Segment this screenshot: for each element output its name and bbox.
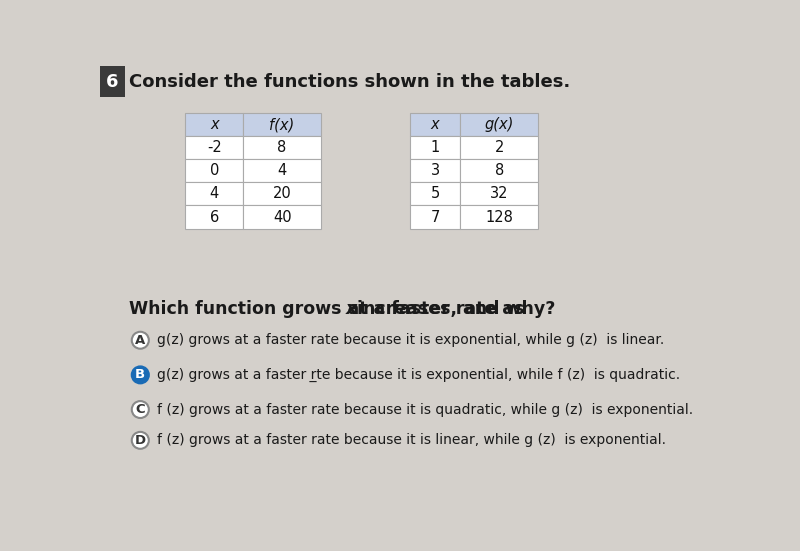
Text: C: C: [135, 403, 145, 416]
Text: g(x): g(x): [485, 117, 514, 132]
Bar: [410, 182, 460, 206]
Text: 8: 8: [278, 141, 286, 155]
Text: g(z) grows at a faster r̲te because it is exponential, while f (z)  is quadratic: g(z) grows at a faster r̲te because it i…: [158, 368, 681, 382]
Bar: [186, 113, 243, 136]
Text: 5: 5: [430, 186, 440, 202]
Bar: [100, 66, 125, 97]
Text: f(x): f(x): [270, 117, 294, 132]
Bar: [243, 136, 321, 159]
Bar: [460, 136, 538, 159]
Text: D: D: [134, 434, 146, 447]
Text: 32: 32: [490, 186, 508, 202]
Bar: [186, 206, 243, 229]
Text: 2: 2: [494, 141, 504, 155]
Text: 6: 6: [210, 209, 219, 225]
Bar: [460, 159, 538, 182]
Text: 0: 0: [210, 163, 219, 179]
Circle shape: [132, 332, 149, 349]
Text: x: x: [346, 300, 357, 318]
Circle shape: [132, 432, 149, 449]
Bar: [243, 182, 321, 206]
Bar: [186, 136, 243, 159]
Text: 6: 6: [106, 73, 118, 90]
Text: x: x: [431, 117, 439, 132]
Bar: [243, 113, 321, 136]
Text: A: A: [135, 334, 146, 347]
Text: g(z) grows at a faster rate because it is exponential, while g (z)  is linear.: g(z) grows at a faster rate because it i…: [158, 333, 665, 347]
Bar: [460, 206, 538, 229]
Circle shape: [132, 366, 149, 383]
Text: f (z) grows at a faster rate because it is linear, while g (z)  is exponential.: f (z) grows at a faster rate because it …: [158, 433, 666, 447]
Bar: [243, 206, 321, 229]
Bar: [410, 113, 460, 136]
Bar: [410, 136, 460, 159]
Bar: [460, 182, 538, 206]
Text: 128: 128: [485, 209, 513, 225]
Text: 4: 4: [210, 186, 219, 202]
Circle shape: [132, 401, 149, 418]
Bar: [410, 206, 460, 229]
Text: 20: 20: [273, 186, 291, 202]
Bar: [243, 159, 321, 182]
Text: 1: 1: [430, 141, 440, 155]
Text: Which function grows at a faster rate as: Which function grows at a faster rate as: [130, 300, 531, 318]
Bar: [460, 113, 538, 136]
Bar: [186, 182, 243, 206]
Text: 40: 40: [273, 209, 291, 225]
Text: 3: 3: [430, 163, 440, 179]
Text: 4: 4: [278, 163, 286, 179]
Text: Consider the functions shown in the tables.: Consider the functions shown in the tabl…: [130, 73, 570, 91]
Bar: [186, 159, 243, 182]
Text: 8: 8: [494, 163, 504, 179]
Text: -2: -2: [207, 141, 222, 155]
Bar: [410, 159, 460, 182]
Text: x: x: [210, 117, 218, 132]
Text: f (z) grows at a faster rate because it is quadratic, while g (z)  is exponentia: f (z) grows at a faster rate because it …: [158, 403, 694, 417]
Text: 7: 7: [430, 209, 440, 225]
Text: B: B: [135, 369, 146, 381]
Text: increases, and why?: increases, and why?: [351, 300, 555, 318]
